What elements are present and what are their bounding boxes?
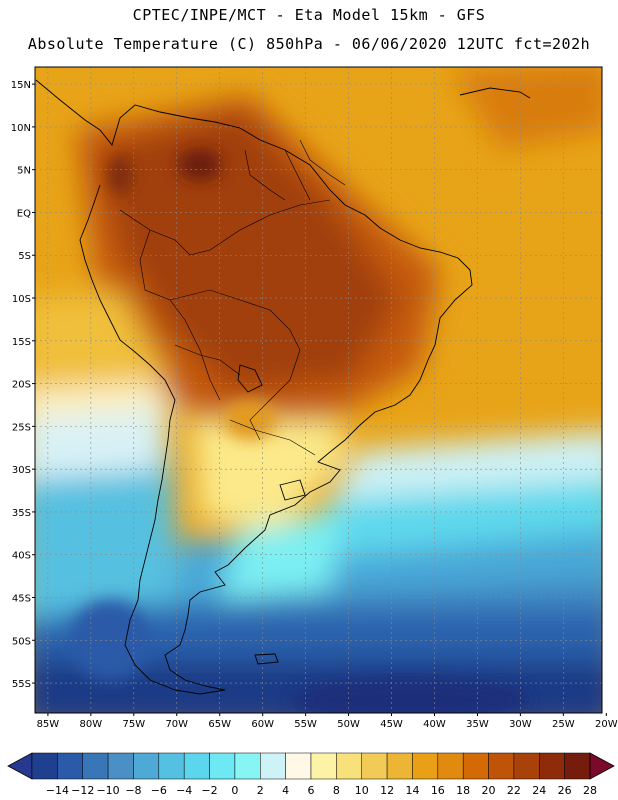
latitude-label: 5S bbox=[18, 251, 31, 262]
longitude-label: 55W bbox=[294, 719, 317, 730]
colorbar-label: −2 bbox=[201, 784, 217, 797]
colorbar-label: 6 bbox=[308, 784, 315, 797]
colorbar-swatch bbox=[310, 752, 337, 780]
colorbar-label: −8 bbox=[125, 784, 141, 797]
longitude-label: 35W bbox=[466, 719, 489, 730]
latitude-label: 10N bbox=[11, 123, 31, 134]
longitude-labels: 85W 80W 75W 70W 65W 60W 55W 50W 45W 40W 35W 30W 25W 2… bbox=[37, 713, 618, 730]
coastlines bbox=[35, 79, 531, 695]
latitude-label: 10S bbox=[12, 294, 31, 305]
colorbar-swatch bbox=[209, 752, 236, 780]
colorbar-swatch bbox=[437, 752, 464, 780]
longitude-label: 75W bbox=[122, 719, 145, 730]
colorbar-swatch bbox=[57, 752, 83, 780]
colorbar-label: −14 bbox=[46, 784, 69, 797]
colorbar-swatch bbox=[107, 752, 134, 780]
colorbar-label: 20 bbox=[482, 784, 496, 797]
country-borders bbox=[119, 139, 346, 456]
colorbar-label: 4 bbox=[282, 784, 289, 797]
latitude-label: 15N bbox=[11, 80, 31, 91]
colorbar-over-triangle bbox=[589, 752, 615, 780]
map-frame bbox=[34, 66, 603, 714]
colorbar-swatch bbox=[336, 752, 362, 780]
temperature-field bbox=[35, 67, 602, 713]
map-title-line2: Absolute Temperature (C) 850hPa - 06/06/… bbox=[27, 35, 591, 53]
colorbar-swatch bbox=[31, 752, 58, 780]
longitude-label: 30W bbox=[509, 719, 532, 730]
colorbar-label: 2 bbox=[257, 784, 264, 797]
colorbar-swatch bbox=[412, 752, 439, 780]
latitude-label: 25S bbox=[12, 422, 31, 433]
colorbar-swatch bbox=[488, 752, 515, 780]
colorbar-label: 22 bbox=[507, 784, 521, 797]
longitude-label: 60W bbox=[251, 719, 274, 730]
latitude-label: 20S bbox=[12, 380, 31, 391]
longitude-label: 45W bbox=[380, 719, 403, 730]
colorbar-swatch bbox=[158, 752, 185, 780]
colorbar-label: 28 bbox=[583, 784, 597, 797]
colorbar-swatch bbox=[539, 752, 565, 780]
longitude-label: 40W bbox=[423, 719, 446, 730]
colorbar-label: −4 bbox=[176, 784, 192, 797]
colorbar-under-triangle bbox=[7, 752, 33, 780]
colorbar-swatch bbox=[82, 752, 109, 780]
colorbar-label: −12 bbox=[71, 784, 94, 797]
colorbar-swatch bbox=[133, 752, 160, 780]
longitude-label: 50W bbox=[337, 719, 360, 730]
latitude-labels: 15N 10N 5N EQ 5S 10S 15S 20S 25S 30S 35S 40S 45S 50S 5… bbox=[11, 80, 35, 690]
colorbar-label: 0 bbox=[231, 784, 238, 797]
colorbar-label: 12 bbox=[380, 784, 394, 797]
longitude-label: 65W bbox=[208, 719, 231, 730]
colorbar-swatch bbox=[564, 752, 591, 780]
colorbar-swatch bbox=[386, 752, 413, 780]
latitude-label: 35S bbox=[12, 508, 31, 519]
longitude-label: 80W bbox=[80, 719, 103, 730]
colorbar-label: 24 bbox=[532, 784, 546, 797]
map-title-line1: CPTEC/INPE/MCT - Eta Model 15km - GFS bbox=[132, 6, 486, 24]
latitude-label: 40S bbox=[12, 551, 31, 562]
latitude-label: EQ bbox=[17, 208, 31, 219]
latitude-label: 15S bbox=[12, 337, 31, 348]
colorbar-label: 14 bbox=[405, 784, 419, 797]
colorbar-label: 10 bbox=[355, 784, 369, 797]
longitude-label: 25W bbox=[552, 719, 575, 730]
longitude-label: 20W bbox=[595, 719, 618, 730]
colorbar-label: −10 bbox=[96, 784, 119, 797]
latitude-label: 55S bbox=[12, 679, 31, 690]
colorbar-label: 18 bbox=[456, 784, 470, 797]
longitude-label: 70W bbox=[165, 719, 188, 730]
colorbar-label: −6 bbox=[151, 784, 167, 797]
colorbar-swatch bbox=[260, 752, 286, 780]
latitude-label: 5N bbox=[17, 166, 31, 177]
longitude-label: 85W bbox=[37, 719, 60, 730]
colorbar-swatch bbox=[183, 752, 210, 780]
colorbar-swatch bbox=[513, 752, 540, 780]
colorbar-label: 16 bbox=[431, 784, 445, 797]
colorbar-label: 26 bbox=[558, 784, 572, 797]
colorbar-swatch bbox=[462, 752, 489, 780]
colorbar-swatch bbox=[361, 752, 388, 780]
latitude-label: 50S bbox=[12, 636, 31, 647]
colorbar-label: 8 bbox=[333, 784, 340, 797]
colorbar-swatch bbox=[285, 752, 312, 780]
colorbar: −14 −12 −10 −8 −6 −4 −2 0 2 4 6 8 10 12 14 16 18 20 22 24 26… bbox=[7, 752, 615, 797]
latitude-label: 45S bbox=[12, 593, 31, 604]
colorbar-swatch bbox=[234, 752, 261, 780]
latitude-label: 30S bbox=[12, 465, 31, 476]
